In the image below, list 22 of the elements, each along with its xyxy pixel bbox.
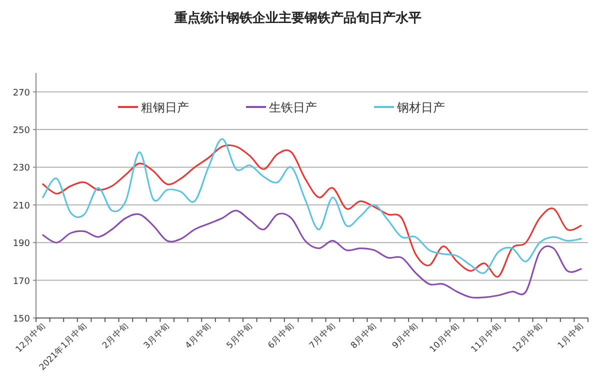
x-tick-label: 3月中旬 xyxy=(142,320,172,352)
x-tick-label: 4月中旬 xyxy=(182,320,214,352)
x-tick-label: 1月中旬 xyxy=(556,320,586,352)
x-tick-label: 2月中旬 xyxy=(100,320,131,352)
x-tick-label: 6月中旬 xyxy=(266,320,296,352)
y-tick-label: 250 xyxy=(12,126,30,136)
x-tick-label: 11月中旬 xyxy=(468,320,504,355)
legend-label: 生铁日产 xyxy=(269,100,317,114)
x-tick-label: 9月中旬 xyxy=(390,320,421,352)
x-tick-label: 12月中旬 xyxy=(510,320,545,355)
legend-label: 钢材日产 xyxy=(396,100,445,114)
y-tick-label: 190 xyxy=(12,239,30,250)
y-tick-label: 270 xyxy=(12,88,30,98)
y-tick-label: 170 xyxy=(12,276,30,287)
y-tick-label: 210 xyxy=(12,201,30,212)
chart-title: 重点统计钢铁企业主要钢铁产品旬日产水平 xyxy=(174,10,422,26)
x-tick-label: 8月中旬 xyxy=(348,320,380,352)
legend-label: 粗钢日产 xyxy=(141,100,189,114)
x-tick-label: 10月中旬 xyxy=(427,320,462,355)
y-tick-label: 230 xyxy=(12,164,30,174)
x-tick-label: 7月中旬 xyxy=(307,320,338,352)
x-tick-label: 5月中旬 xyxy=(224,320,256,352)
